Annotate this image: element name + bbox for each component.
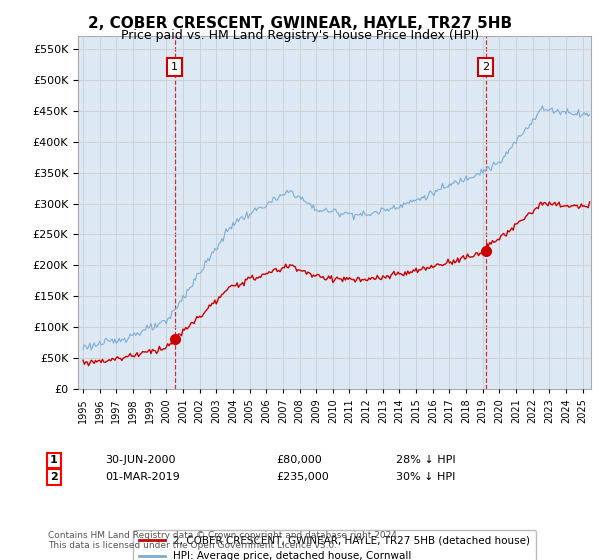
Text: 2: 2 (50, 472, 58, 482)
Legend: 2, COBER CRESCENT, GWINEAR, HAYLE, TR27 5HB (detached house), HPI: Average price: 2, COBER CRESCENT, GWINEAR, HAYLE, TR27 … (133, 530, 536, 560)
Text: 01-MAR-2019: 01-MAR-2019 (105, 472, 180, 482)
Text: 2: 2 (482, 62, 489, 72)
Text: 28% ↓ HPI: 28% ↓ HPI (396, 455, 455, 465)
Text: £235,000: £235,000 (276, 472, 329, 482)
Text: 30% ↓ HPI: 30% ↓ HPI (396, 472, 455, 482)
Text: Contains HM Land Registry data © Crown copyright and database right 2024.
This d: Contains HM Land Registry data © Crown c… (48, 531, 400, 550)
Text: £80,000: £80,000 (276, 455, 322, 465)
Text: 1: 1 (50, 455, 58, 465)
Text: 30-JUN-2000: 30-JUN-2000 (105, 455, 176, 465)
Text: 1: 1 (171, 62, 178, 72)
Text: Price paid vs. HM Land Registry's House Price Index (HPI): Price paid vs. HM Land Registry's House … (121, 29, 479, 41)
Text: 2, COBER CRESCENT, GWINEAR, HAYLE, TR27 5HB: 2, COBER CRESCENT, GWINEAR, HAYLE, TR27 … (88, 16, 512, 31)
